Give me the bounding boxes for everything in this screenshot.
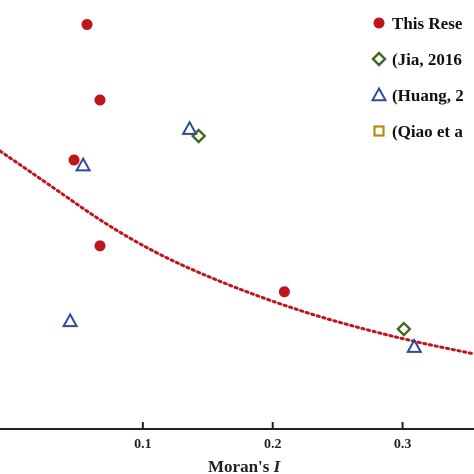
legend-label: This Rese bbox=[392, 14, 463, 33]
legend-marker-circle bbox=[373, 17, 385, 29]
data-point-circle bbox=[94, 240, 106, 252]
legend-label: (Jia, 2016 bbox=[392, 50, 462, 69]
legend: This Rese (Jia, 2016 (Huang, 2 (Qiao et a bbox=[370, 14, 464, 141]
data-points bbox=[61, 18, 423, 353]
data-point-triangle bbox=[61, 312, 79, 328]
x-ticks: 0.1 0.2 0.3 bbox=[134, 422, 411, 452]
data-point-circle bbox=[278, 286, 290, 298]
legend-marker-square bbox=[373, 125, 385, 137]
x-tick-label: 0.3 bbox=[394, 437, 412, 452]
legend-marker-triangle bbox=[370, 86, 388, 102]
data-point-circle bbox=[68, 154, 80, 166]
x-tick-label: 0.2 bbox=[264, 437, 282, 452]
data-point-circle bbox=[94, 94, 106, 106]
x-tick-label: 0.1 bbox=[134, 437, 152, 452]
data-point-triangle bbox=[181, 120, 198, 135]
x-axis-label: Moran's I bbox=[208, 457, 282, 474]
data-point-triangle bbox=[406, 338, 423, 353]
legend-label: (Huang, 2 bbox=[392, 86, 464, 105]
data-point-circle bbox=[81, 18, 93, 30]
data-point-triangle bbox=[74, 156, 92, 172]
legend-marker-diamond bbox=[371, 51, 387, 67]
trendline bbox=[0, 149, 474, 356]
legend-label: (Qiao et a bbox=[392, 122, 463, 141]
data-point-diamond bbox=[396, 321, 412, 337]
